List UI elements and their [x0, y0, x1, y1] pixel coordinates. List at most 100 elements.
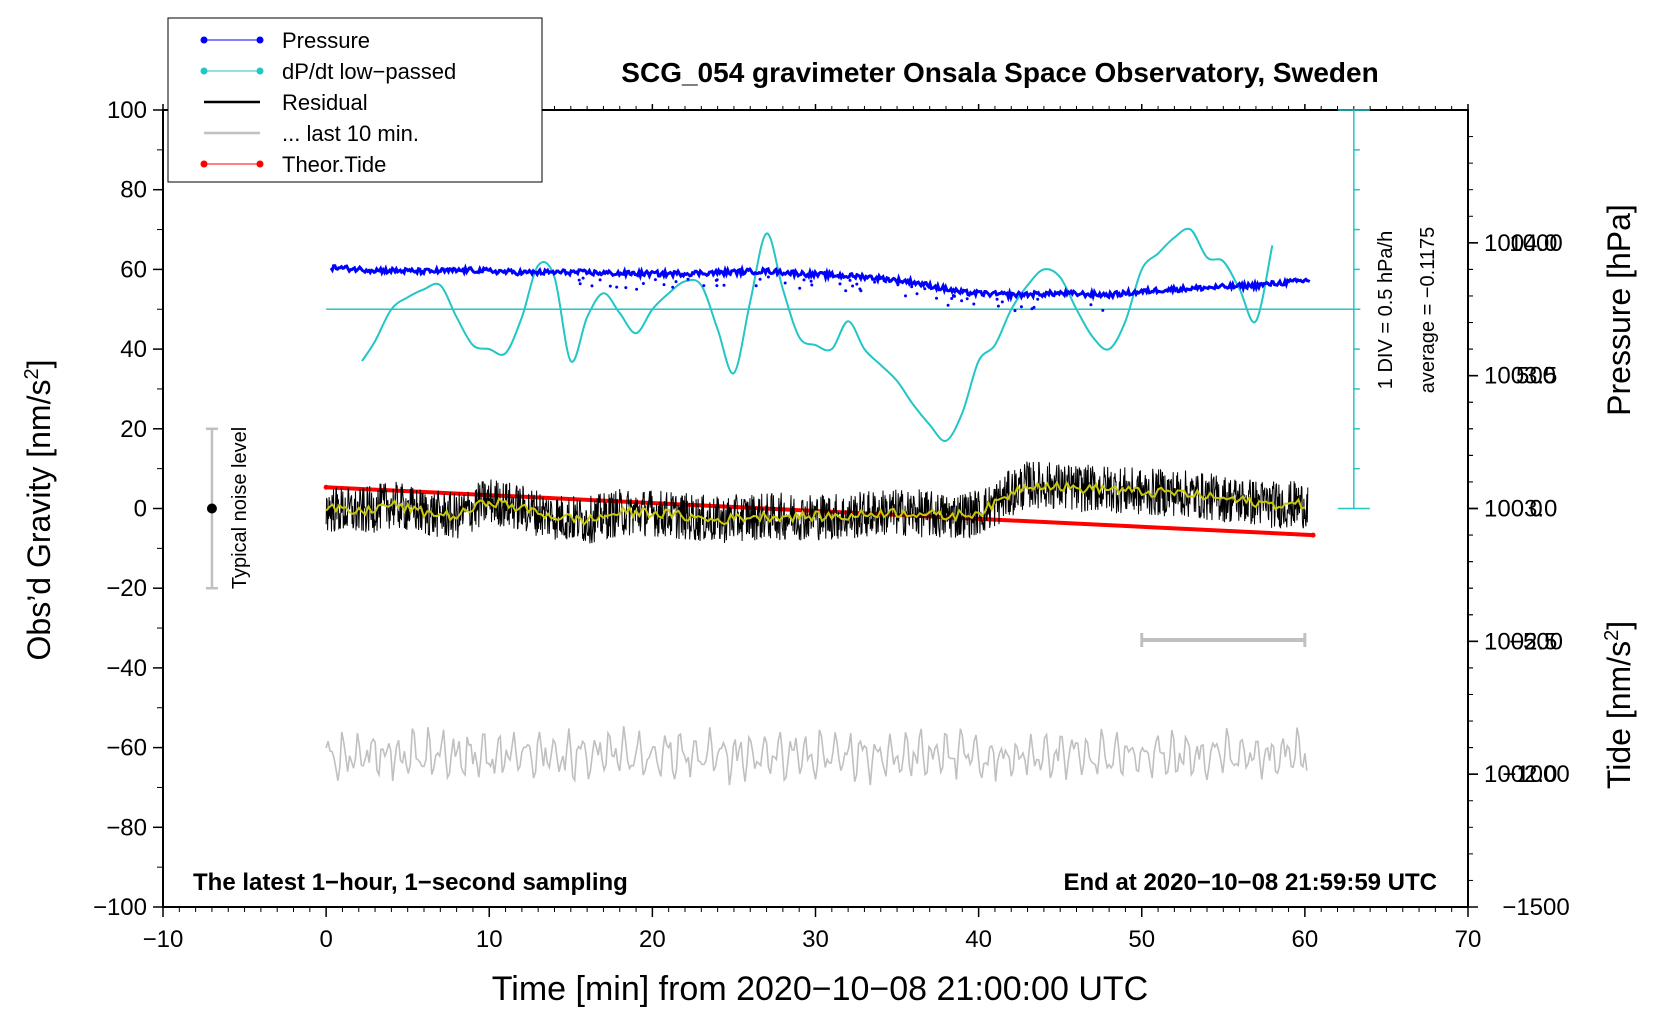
- y-tick-label: −40: [106, 655, 147, 682]
- legend-marker: [200, 67, 208, 75]
- pressure-point: [904, 294, 907, 298]
- dpdt-average-label: average = −0.1175: [1417, 227, 1439, 393]
- pressure-line: [329, 263, 1311, 303]
- y-axis-label-left-sup: 2: [21, 368, 43, 379]
- pressure-point: [578, 282, 582, 286]
- pressure-point: [946, 303, 950, 307]
- pressure-tick-label: 1004.0: [1484, 230, 1557, 257]
- tide-tick-label: −500: [1509, 628, 1563, 655]
- pressure-point: [641, 282, 645, 285]
- pressure-point: [635, 287, 639, 291]
- pressure-point: [754, 284, 758, 288]
- pressure-point: [873, 280, 877, 284]
- legend-box: [167, 17, 543, 183]
- x-tick-label: 40: [965, 926, 992, 953]
- chart-title: SCG_054 gravimeter Onsala Space Observat…: [621, 57, 1378, 88]
- residual-line: [325, 461, 1309, 544]
- legend-label: dP/dt low−passed: [282, 59, 456, 84]
- legend: Pressure dP/dt low−passed Residual ... last…: [167, 17, 543, 183]
- tide-axis-label-sup: 2: [1601, 630, 1623, 641]
- tide-tick-label: 1000: [1509, 230, 1562, 257]
- pressure-point: [581, 276, 585, 280]
- legend-marker: [256, 67, 264, 75]
- x-tick-label: −10: [143, 926, 184, 953]
- pressure-point: [715, 278, 719, 282]
- x-tick-label: 10: [476, 926, 503, 953]
- residual-smoothed-line: [325, 480, 1306, 527]
- y-tick-label: 40: [120, 336, 147, 363]
- tide-tick-label: 0: [1529, 496, 1542, 523]
- pressure-point: [715, 284, 719, 288]
- overlay-layer: [205, 427, 1307, 648]
- tide-axis-label-end: ]: [1601, 621, 1637, 630]
- y-tick-label: −60: [106, 735, 147, 762]
- legend-marker: [256, 160, 264, 168]
- x-axis-label: Time [min] from 2020−10−08 21:00:00 UTC: [492, 970, 1148, 1008]
- pressure-point: [671, 285, 675, 289]
- y-axis-label-left: Obs’d Gravity [nm/s2]: [21, 360, 57, 661]
- theor-tide-point: [1310, 532, 1316, 538]
- pressure-tick-label: 1003.5: [1484, 363, 1557, 390]
- pressure-point: [1089, 303, 1093, 307]
- x-tick-label: 30: [802, 926, 829, 953]
- pressure-point: [1036, 297, 1040, 301]
- pressure-point: [722, 283, 726, 287]
- pressure-point: [766, 275, 770, 279]
- pressure-point: [995, 297, 999, 301]
- data-layer: [323, 109, 1370, 786]
- pressure-point: [608, 284, 612, 288]
- pressure-point: [965, 297, 969, 301]
- pressure-point: [653, 278, 657, 282]
- y-tick-label: −20: [106, 575, 147, 602]
- pressure-tick-label: 1002.5: [1484, 628, 1557, 655]
- pressure-point: [1032, 305, 1036, 309]
- pressure-point: [674, 280, 678, 284]
- pressure-point: [1019, 305, 1023, 309]
- legend-label: Theor.Tide: [282, 152, 386, 177]
- pressure-point: [851, 284, 855, 288]
- x-tick-label: 60: [1292, 926, 1319, 953]
- pressure-point: [1101, 308, 1105, 312]
- noise-level-point: [206, 503, 217, 514]
- legend-marker: [200, 160, 208, 168]
- pressure-point: [686, 277, 690, 281]
- pressure-point: [910, 285, 914, 289]
- x-tick-label: 70: [1455, 926, 1482, 953]
- tide-axis-label: Tide [nm/s2]: [1601, 621, 1637, 789]
- pressure-point: [702, 284, 706, 288]
- legend-label: ... last 10 min.: [282, 121, 419, 146]
- y-tick-label: 0: [134, 496, 147, 523]
- pressure-point: [960, 299, 964, 303]
- pressure-point: [950, 297, 954, 300]
- pressure-point: [844, 289, 848, 293]
- pressure-point: [1000, 300, 1004, 304]
- dpdt-scale-label: 1 DIV = 0.5 hPa/h: [1375, 231, 1397, 389]
- pressure-point: [810, 283, 814, 287]
- axes-layer: −10 0 10 20 30 40 50 60 70100806040200−20−40−60−…: [93, 97, 1570, 953]
- pressure-point: [758, 277, 762, 281]
- pressure-point: [951, 294, 955, 297]
- pressure-point: [802, 278, 806, 282]
- last-10-min-line: [325, 726, 1308, 786]
- dpdt-line: [361, 227, 1274, 442]
- y-tick-label: 60: [120, 256, 147, 283]
- pressure-point: [809, 279, 813, 283]
- pressure-point: [855, 282, 859, 286]
- pressure-point: [590, 284, 594, 288]
- y-tick-label: 80: [120, 177, 147, 204]
- tide-tick-label: −1000: [1502, 761, 1569, 788]
- pressure-point: [1013, 309, 1017, 313]
- pressure-point: [624, 286, 628, 290]
- legend-label: Residual: [282, 90, 368, 115]
- pressure-point: [598, 278, 602, 282]
- pressure-point: [662, 283, 666, 287]
- tide-tick-label: 500: [1516, 363, 1556, 390]
- x-tick-label: 0: [319, 926, 332, 953]
- pressure-point: [838, 282, 842, 286]
- tide-axis-label-main: Tide [nm/s: [1601, 641, 1637, 789]
- pressure-point: [798, 286, 802, 290]
- y-tick-label: −80: [106, 814, 147, 841]
- pressure-point: [896, 283, 900, 287]
- legend-marker: [256, 36, 264, 44]
